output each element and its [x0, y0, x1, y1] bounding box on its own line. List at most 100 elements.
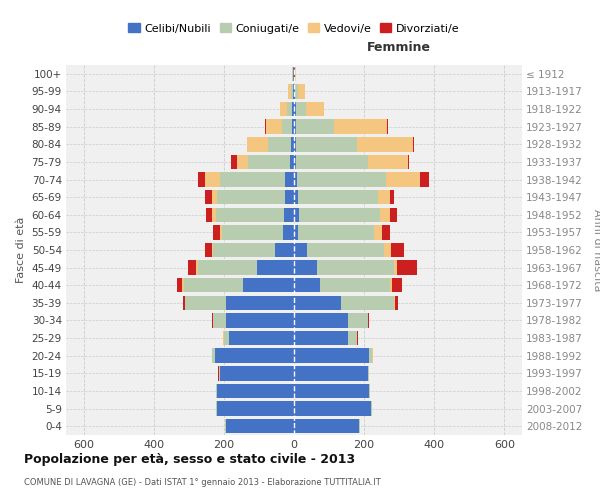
Bar	[306, 102, 324, 117]
Bar	[294, 366, 368, 380]
Bar	[185, 296, 226, 310]
Bar	[287, 102, 292, 117]
Bar	[294, 402, 371, 416]
Bar	[294, 260, 317, 275]
Bar	[216, 208, 284, 222]
Bar	[294, 384, 370, 398]
Bar	[184, 278, 243, 292]
Bar	[349, 331, 357, 345]
Bar	[392, 278, 402, 292]
Bar	[257, 260, 294, 275]
Bar	[231, 154, 237, 169]
Bar	[391, 190, 394, 204]
Bar	[297, 172, 386, 186]
Bar	[294, 172, 297, 186]
Bar	[205, 243, 212, 257]
Bar	[293, 66, 294, 81]
Bar	[218, 366, 220, 380]
Bar	[368, 154, 408, 169]
Bar	[394, 260, 397, 275]
Text: COMUNE DI LAVAGNA (GE) - Dati ISTAT 1° gennaio 2013 - Elaborazione TUTTITALIA.IT: COMUNE DI LAVAGNA (GE) - Dati ISTAT 1° g…	[24, 478, 381, 487]
Bar	[248, 154, 290, 169]
Bar	[299, 208, 380, 222]
Bar	[220, 225, 222, 240]
Bar	[296, 137, 357, 152]
Y-axis label: Fasce di età: Fasce di età	[16, 217, 26, 283]
Bar	[212, 243, 214, 257]
Bar	[283, 225, 294, 240]
Bar	[197, 260, 257, 275]
Bar	[212, 225, 220, 240]
Bar	[294, 102, 296, 117]
Bar	[266, 120, 282, 134]
Bar	[217, 402, 294, 416]
Bar	[357, 137, 413, 152]
Bar	[220, 172, 285, 186]
Bar	[294, 278, 320, 292]
Bar	[408, 154, 409, 169]
Bar	[292, 66, 293, 81]
Bar	[307, 243, 385, 257]
Bar	[214, 314, 226, 328]
Bar	[391, 278, 392, 292]
Bar	[216, 402, 217, 416]
Bar	[212, 314, 214, 328]
Bar	[290, 154, 294, 169]
Bar	[291, 84, 293, 98]
Bar	[294, 154, 296, 169]
Bar	[196, 260, 197, 275]
Bar	[387, 120, 388, 134]
Bar	[390, 208, 397, 222]
Bar	[229, 331, 294, 345]
Text: Femmine: Femmine	[367, 41, 431, 54]
Bar	[226, 419, 294, 434]
Bar	[394, 296, 395, 310]
Bar	[413, 137, 414, 152]
Bar	[217, 384, 294, 398]
Bar	[374, 225, 382, 240]
Bar	[341, 296, 394, 310]
Bar	[397, 260, 417, 275]
Bar	[294, 120, 296, 134]
Bar	[280, 102, 287, 117]
Bar	[217, 190, 285, 204]
Bar	[334, 120, 387, 134]
Bar	[268, 137, 291, 152]
Legend: Celibi/Nubili, Coniugati/e, Vedovi/e, Divorziati/e: Celibi/Nubili, Coniugati/e, Vedovi/e, Di…	[124, 19, 464, 38]
Bar	[368, 314, 370, 328]
Bar	[265, 120, 266, 134]
Bar	[382, 225, 390, 240]
Bar	[275, 243, 294, 257]
Bar	[294, 225, 298, 240]
Bar	[296, 154, 368, 169]
Bar	[177, 278, 182, 292]
Bar	[285, 172, 294, 186]
Bar	[247, 137, 268, 152]
Bar	[205, 172, 220, 186]
Bar	[298, 225, 374, 240]
Bar	[216, 384, 217, 398]
Bar	[296, 120, 334, 134]
Bar	[298, 84, 305, 98]
Bar	[295, 66, 296, 81]
Bar	[291, 137, 294, 152]
Text: Popolazione per età, sesso e stato civile - 2013: Popolazione per età, sesso e stato civil…	[24, 452, 355, 466]
Bar	[370, 348, 372, 363]
Bar	[182, 278, 184, 292]
Bar	[294, 348, 370, 363]
Bar	[285, 190, 294, 204]
Bar	[385, 243, 391, 257]
Bar	[294, 419, 359, 434]
Bar	[294, 314, 349, 328]
Bar	[349, 314, 368, 328]
Bar	[289, 84, 291, 98]
Bar	[293, 84, 294, 98]
Bar	[386, 172, 419, 186]
Bar	[395, 296, 398, 310]
Bar	[198, 172, 205, 186]
Bar	[378, 190, 391, 204]
Bar	[215, 348, 294, 363]
Bar	[292, 120, 294, 134]
Bar	[183, 296, 185, 310]
Bar	[226, 314, 294, 328]
